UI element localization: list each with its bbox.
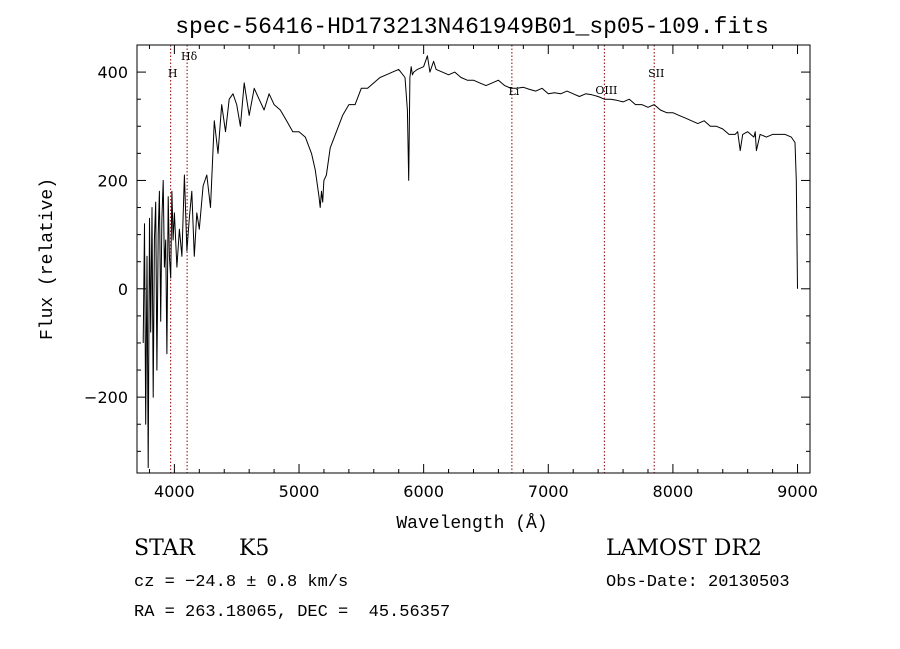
x-tick-label: 4000	[154, 482, 195, 501]
x-tick-label: 6000	[403, 482, 444, 501]
x-axis-label: Wavelength (Å)	[396, 513, 547, 534]
object-class: STAR K5	[134, 536, 269, 561]
object-type: STAR	[134, 536, 195, 561]
spectrum-series-line	[142, 55, 798, 469]
y-tick-label: 0	[118, 280, 128, 299]
velocity-info: cz = −24.8 ± 0.8 km/s	[134, 573, 349, 592]
spectral-line-label: H	[168, 67, 178, 80]
spectral-line-label: Hδ	[181, 50, 198, 63]
y-tick-label: 200	[97, 171, 128, 190]
x-tick-label: 9000	[777, 482, 818, 501]
x-tick-label: 8000	[653, 482, 694, 501]
spectral-line-label: OIII	[595, 84, 617, 97]
x-tick-label: 7000	[528, 482, 569, 501]
y-tick-label: −200	[84, 388, 128, 407]
y-tick-label: 400	[97, 63, 128, 82]
coordinates-info: RA = 263.18065, DEC = 45.56357	[134, 603, 451, 622]
observation-date: Obs-Date: 20130503	[606, 573, 790, 592]
spectral-line-label: Li	[508, 85, 519, 98]
spectral-line-label: SII	[648, 67, 664, 80]
object-subclass: K5	[239, 536, 270, 561]
chart-title: spec-56416-HD173213N461949B01_sp05-109.f…	[175, 14, 769, 40]
survey-name: LAMOST DR2	[606, 536, 762, 561]
x-tick-label: 5000	[279, 482, 320, 501]
spectral-line-markers: HHδ Li OIII SII	[168, 45, 664, 473]
y-axis-label: Flux (relative)	[38, 178, 58, 340]
axis-ticks: 4000 5000 6000 7000 8000 9000 −200 0 200 400	[84, 44, 818, 501]
